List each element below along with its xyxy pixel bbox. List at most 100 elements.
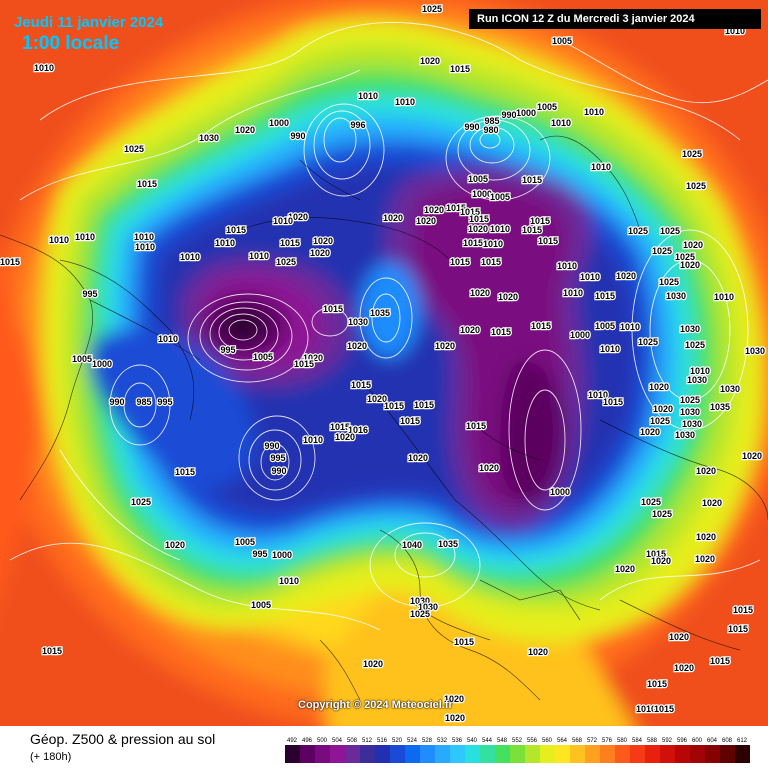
pressure-label: 1015: [294, 359, 314, 369]
legend-tick-label: 516: [377, 738, 388, 744]
pressure-label: 1010: [714, 292, 734, 302]
pressure-label: 1030: [720, 384, 740, 394]
pressure-label: 1010: [483, 239, 503, 249]
pressure-label: 1030: [675, 430, 695, 440]
legend-swatch: [675, 745, 690, 763]
pressure-label: 1010: [158, 334, 178, 344]
pressure-label: 1020: [420, 56, 440, 66]
pressure-label: 1015: [538, 236, 558, 246]
legend-tick-label: 504: [332, 738, 343, 744]
pressure-label: 1020: [235, 125, 255, 135]
legend-swatch: [330, 745, 345, 763]
pressure-label: 995: [252, 549, 267, 559]
pressure-label: 1015: [522, 225, 542, 235]
pressure-label: 1030: [680, 324, 700, 334]
geopotential-map: 1025 1010 1005 1010 1020 1015 1010 1010 1005 1000…: [0, 0, 768, 726]
legend-swatch: [645, 745, 660, 763]
legend-swatch: [705, 745, 720, 763]
pressure-label: 1010: [358, 91, 378, 101]
pressure-label: 1020: [479, 463, 499, 473]
pressure-label: 1010: [490, 224, 510, 234]
pressure-label: 1030: [745, 346, 765, 356]
pressure-label: 1020: [651, 556, 671, 566]
pressure-label: 1015: [646, 549, 666, 559]
pressure-label: 1025: [131, 497, 151, 507]
pressure-label: 996: [350, 120, 365, 130]
legend-swatch: [540, 745, 555, 763]
pressure-label: 1020: [444, 694, 464, 704]
legend-swatch: [690, 745, 705, 763]
legend-swatch: [615, 745, 630, 763]
legend-swatch: [555, 745, 570, 763]
legend-tick-label: 536: [452, 738, 463, 744]
pressure-label: 1020: [640, 427, 660, 437]
pressure-label: 1025: [680, 395, 700, 405]
pressure-label: 995: [82, 289, 97, 299]
pressure-label: 1020: [696, 532, 716, 542]
pressure-label: 1025: [124, 144, 144, 154]
pressure-label: 1015: [330, 422, 350, 432]
pressure-label: 990: [464, 122, 479, 132]
legend-swatch: [495, 745, 510, 763]
pressure-label: 1010: [600, 344, 620, 354]
pressure-label: 1035: [710, 402, 730, 412]
pressure-label: 1000: [92, 359, 112, 369]
pressure-label: 1000: [570, 330, 590, 340]
forecast-local-time: 1:00 locale: [22, 33, 120, 54]
legend-tick-label: 512: [362, 738, 373, 744]
pressure-label: 1020: [445, 713, 465, 723]
pressure-label: 990: [271, 466, 286, 476]
pressure-label: 1015: [0, 257, 20, 267]
pressure-label: 1025: [638, 337, 658, 347]
pressure-label: 1015: [710, 656, 730, 666]
pressure-label: 1005: [552, 36, 572, 46]
pressure-label: 1020: [669, 632, 689, 642]
pressure-label: 1010: [557, 261, 577, 271]
pressure-label: 1015: [531, 321, 551, 331]
pressure-label: 1020: [383, 213, 403, 223]
pressure-label: 1030: [687, 375, 707, 385]
legend-tick-label: 564: [557, 738, 568, 744]
pressure-label: 1015: [175, 467, 195, 477]
pressure-label: 1025: [276, 257, 296, 267]
pressure-label: 1005: [595, 321, 615, 331]
legend-tick-label: 540: [467, 738, 478, 744]
legend-swatch: [660, 745, 675, 763]
pressure-label: 995: [220, 345, 235, 355]
pressure-label: 1015: [450, 64, 470, 74]
pressure-label: 1030: [680, 407, 700, 417]
pressure-label: 985: [484, 116, 499, 126]
legend-tick-label: 576: [602, 738, 613, 744]
legend-tick-label: 548: [497, 738, 508, 744]
pressure-label: 1015: [595, 291, 615, 301]
legend-tick-label: 580: [617, 738, 628, 744]
pressure-label: 1025: [686, 181, 706, 191]
pressure-label: 1025: [650, 416, 670, 426]
legend-tick-label: 592: [662, 738, 673, 744]
forecast-date-title: Jeudi 11 janvier 2024: [14, 14, 164, 31]
pressure-label: 1010: [636, 704, 656, 714]
pressure-label: 1020: [313, 236, 333, 246]
pressure-label: 1020: [310, 248, 330, 258]
pressure-label: 1015: [603, 397, 623, 407]
pressure-label: 1020: [363, 659, 383, 669]
pressure-label: 1005: [72, 354, 92, 364]
pressure-label: 1020: [615, 564, 635, 574]
pressure-label: 1020: [347, 341, 367, 351]
legend-swatch: [405, 745, 420, 763]
legend-swatch: [420, 745, 435, 763]
legend-swatch: [510, 745, 525, 763]
legend-tick-label: 492: [287, 738, 298, 744]
pressure-label: 1015: [414, 400, 434, 410]
pressure-label: 1020: [653, 404, 673, 414]
pressure-label: 1030: [199, 133, 219, 143]
legend-swatch: [525, 745, 540, 763]
pressure-label: 1020: [303, 353, 323, 363]
legend-swatch: [285, 745, 300, 763]
pressure-label: 1025: [410, 609, 430, 619]
pressure-label: 1020: [416, 216, 436, 226]
pressure-label: 1015: [728, 624, 748, 634]
